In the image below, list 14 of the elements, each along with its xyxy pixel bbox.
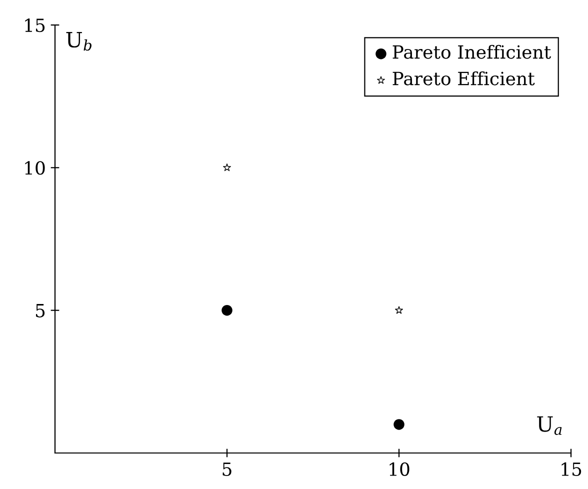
y-axis-title: U$_{b}$	[66, 32, 92, 51]
y-tick-label: 5	[36, 304, 45, 318]
legend-label: Pareto Efficient	[392, 71, 535, 86]
x-tick-label: 15	[562, 462, 582, 476]
point	[223, 164, 231, 172]
y-tick-label: 10	[25, 161, 45, 175]
legend-label: Pareto Inefficient	[392, 44, 551, 59]
point	[395, 306, 403, 314]
y-tick-label: 15	[25, 18, 45, 32]
x-tick-label: 5	[222, 462, 232, 476]
x-axis-title: U$_{a}$	[537, 416, 562, 435]
x-tick-label: 10	[390, 462, 410, 476]
point	[222, 304, 232, 316]
point	[394, 419, 404, 430]
